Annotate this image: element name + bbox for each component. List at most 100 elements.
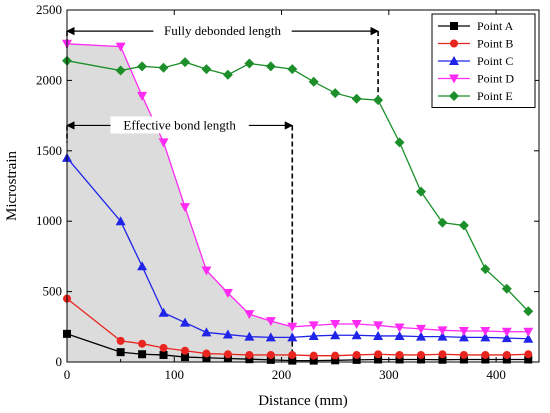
data-point bbox=[266, 350, 275, 359]
x-tick-label: 400 bbox=[486, 367, 506, 382]
annotation-label: Effective bond length bbox=[123, 117, 236, 132]
data-point bbox=[158, 138, 169, 148]
data-point bbox=[308, 76, 319, 87]
data-point bbox=[437, 326, 448, 336]
data-point bbox=[481, 350, 490, 359]
data-point bbox=[265, 317, 276, 327]
data-point bbox=[138, 339, 147, 348]
data-point bbox=[523, 327, 534, 337]
data-point bbox=[437, 331, 448, 341]
data-point bbox=[288, 356, 297, 365]
data-point bbox=[351, 93, 362, 104]
legend-label: Point D bbox=[477, 72, 514, 86]
x-tick-label: 300 bbox=[379, 367, 399, 382]
series-point-e bbox=[62, 55, 534, 317]
data-point bbox=[266, 355, 275, 364]
data-point bbox=[202, 353, 211, 362]
data-point bbox=[288, 350, 297, 359]
data-point bbox=[480, 327, 491, 337]
data-point bbox=[373, 95, 384, 106]
data-point bbox=[394, 330, 405, 340]
y-tick-label: 500 bbox=[43, 284, 63, 299]
data-point bbox=[459, 350, 468, 359]
data-point bbox=[458, 327, 469, 337]
data-point bbox=[373, 321, 384, 331]
legend-marker bbox=[450, 39, 458, 48]
data-point bbox=[417, 355, 425, 364]
legend-marker bbox=[449, 91, 459, 101]
annotation-label-bg bbox=[110, 116, 249, 134]
data-point bbox=[244, 331, 255, 341]
data-point bbox=[480, 264, 491, 275]
data-point bbox=[351, 330, 362, 340]
legend-item: Point B bbox=[438, 37, 513, 51]
data-point bbox=[222, 289, 233, 299]
data-point bbox=[416, 186, 426, 197]
legend-item: Point A bbox=[438, 19, 514, 33]
data-point bbox=[180, 57, 190, 68]
y-tick-label: 2000 bbox=[36, 72, 62, 87]
data-point bbox=[395, 355, 404, 364]
axes-layer: 0 100 200 300 400 0 500 1000 1500 2000 2500 bbox=[36, 2, 539, 382]
data-point bbox=[245, 355, 254, 364]
data-point bbox=[438, 350, 447, 359]
data-point bbox=[417, 350, 425, 359]
data-point bbox=[137, 61, 148, 72]
data-point bbox=[138, 350, 147, 359]
data-point bbox=[330, 88, 341, 99]
series-point-b bbox=[63, 294, 533, 360]
data-point bbox=[502, 350, 511, 359]
data-point bbox=[201, 327, 212, 337]
data-point bbox=[374, 355, 383, 364]
legend-label: Point E bbox=[477, 89, 513, 103]
data-point bbox=[523, 306, 534, 317]
data-point bbox=[523, 333, 534, 343]
data-point bbox=[201, 266, 212, 276]
data-point bbox=[287, 64, 298, 75]
data-point bbox=[222, 69, 233, 80]
data-point bbox=[458, 332, 469, 342]
data-point bbox=[330, 330, 341, 340]
data-point bbox=[331, 351, 340, 360]
data-point bbox=[416, 331, 426, 341]
data-point bbox=[394, 323, 405, 333]
x-tick-label: 100 bbox=[165, 367, 185, 382]
data-point bbox=[115, 42, 126, 52]
data-point bbox=[180, 203, 190, 213]
data-point bbox=[245, 350, 254, 359]
data-point bbox=[137, 91, 148, 101]
data-point bbox=[524, 355, 533, 364]
data-point bbox=[158, 62, 169, 73]
data-point bbox=[374, 350, 383, 359]
legend-item: Point C bbox=[438, 54, 513, 68]
data-point bbox=[116, 336, 125, 345]
y-tick-label: 1000 bbox=[36, 213, 62, 228]
data-point bbox=[202, 349, 211, 358]
legend: Point A Point B Point C Point D Point E bbox=[431, 13, 536, 108]
legend-marker bbox=[450, 22, 458, 30]
series-point-c bbox=[62, 152, 534, 343]
data-point bbox=[244, 58, 255, 69]
data-point bbox=[481, 355, 490, 364]
x-tick-label: 0 bbox=[64, 367, 71, 382]
legend-marker bbox=[449, 74, 459, 84]
legend-marker bbox=[449, 56, 459, 65]
annotation-label-bg bbox=[153, 22, 292, 40]
data-point bbox=[181, 353, 189, 362]
data-point bbox=[158, 307, 169, 317]
data-point bbox=[524, 350, 533, 359]
data-point bbox=[501, 327, 512, 337]
data-point bbox=[137, 261, 148, 271]
data-point bbox=[394, 137, 405, 148]
data-point bbox=[222, 329, 233, 339]
data-point bbox=[501, 333, 512, 343]
legend-label: Point C bbox=[477, 54, 513, 68]
data-point bbox=[458, 220, 469, 231]
data-point bbox=[330, 319, 341, 329]
data-point bbox=[201, 64, 212, 75]
data-point bbox=[351, 319, 362, 329]
data-point bbox=[159, 350, 168, 359]
annotation-text-layer: Fully debonded length Effective bond leng… bbox=[110, 22, 292, 134]
data-point bbox=[180, 317, 190, 327]
